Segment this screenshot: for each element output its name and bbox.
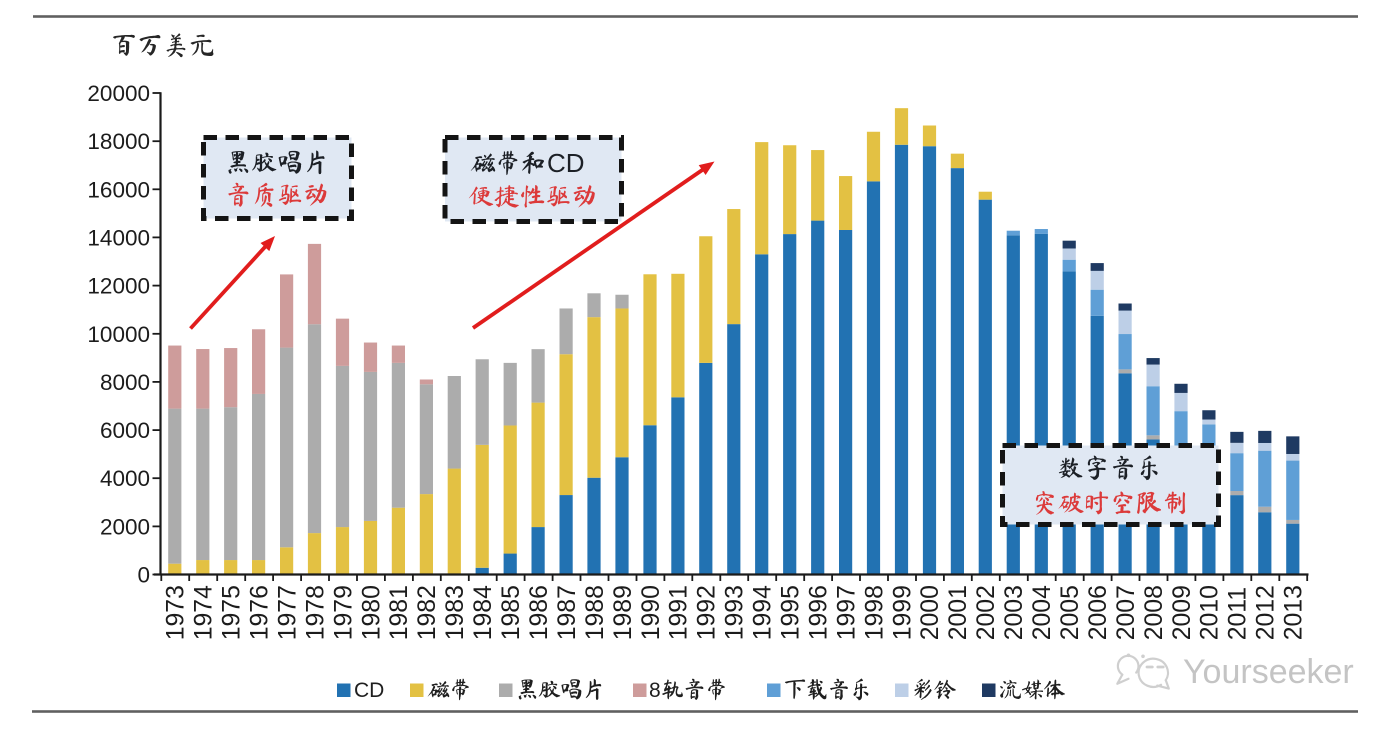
svg-text:1977: 1977 xyxy=(274,585,301,640)
svg-text:2003: 2003 xyxy=(1001,585,1028,640)
svg-text:1975: 1975 xyxy=(219,585,246,640)
svg-text:CD: CD xyxy=(547,148,585,178)
svg-text:1981: 1981 xyxy=(386,585,413,640)
svg-text:1984: 1984 xyxy=(470,585,497,640)
svg-text:1985: 1985 xyxy=(498,585,525,640)
svg-text:2000: 2000 xyxy=(917,585,944,640)
svg-text:2000: 2000 xyxy=(100,514,150,539)
svg-text:1990: 1990 xyxy=(638,585,665,640)
svg-text:1992: 1992 xyxy=(694,585,721,640)
svg-text:2012: 2012 xyxy=(1253,585,1280,640)
svg-text:2002: 2002 xyxy=(973,585,1000,640)
svg-text:Yourseeker: Yourseeker xyxy=(1183,653,1354,691)
svg-text:2010: 2010 xyxy=(1197,585,1224,640)
svg-text:2001: 2001 xyxy=(945,585,972,640)
svg-text:1993: 1993 xyxy=(722,585,749,640)
svg-text:6000: 6000 xyxy=(100,418,150,443)
svg-text:8000: 8000 xyxy=(100,370,150,395)
svg-text:1986: 1986 xyxy=(526,585,553,640)
svg-text:1995: 1995 xyxy=(778,585,805,640)
svg-text:10000: 10000 xyxy=(87,322,150,347)
svg-text:2004: 2004 xyxy=(1029,585,1056,640)
svg-text:1996: 1996 xyxy=(806,585,833,640)
svg-text:2007: 2007 xyxy=(1113,585,1140,640)
svg-text:1974: 1974 xyxy=(191,585,218,640)
svg-text:18000: 18000 xyxy=(87,129,150,154)
svg-text:12000: 12000 xyxy=(87,274,150,299)
svg-text:1982: 1982 xyxy=(414,585,441,640)
svg-text:1998: 1998 xyxy=(861,585,888,640)
svg-text:2006: 2006 xyxy=(1085,585,1112,640)
svg-text:1997: 1997 xyxy=(833,585,860,640)
svg-text:20000: 20000 xyxy=(87,81,150,106)
svg-text:1999: 1999 xyxy=(889,585,916,640)
svg-text:14000: 14000 xyxy=(87,225,150,250)
svg-text:1988: 1988 xyxy=(582,585,609,640)
svg-text:4000: 4000 xyxy=(100,466,150,491)
svg-text:0: 0 xyxy=(137,563,150,588)
svg-text:2011: 2011 xyxy=(1225,587,1252,640)
svg-text:1983: 1983 xyxy=(442,585,469,640)
svg-text:1989: 1989 xyxy=(610,585,637,640)
svg-text:1973: 1973 xyxy=(163,585,190,640)
svg-text:16000: 16000 xyxy=(87,177,150,202)
svg-text:2009: 2009 xyxy=(1169,585,1196,640)
svg-text:2005: 2005 xyxy=(1057,585,1084,640)
svg-text:1994: 1994 xyxy=(750,585,777,640)
svg-text:2013: 2013 xyxy=(1281,585,1308,640)
svg-text:1980: 1980 xyxy=(358,585,385,640)
svg-text:1978: 1978 xyxy=(302,585,329,640)
svg-text:1976: 1976 xyxy=(246,585,273,640)
svg-text:1987: 1987 xyxy=(554,585,581,640)
svg-text:2008: 2008 xyxy=(1141,585,1168,640)
svg-text:1991: 1991 xyxy=(666,585,693,640)
svg-text:8: 8 xyxy=(649,679,661,702)
svg-text:CD: CD xyxy=(354,679,384,702)
svg-text:1979: 1979 xyxy=(330,585,357,640)
